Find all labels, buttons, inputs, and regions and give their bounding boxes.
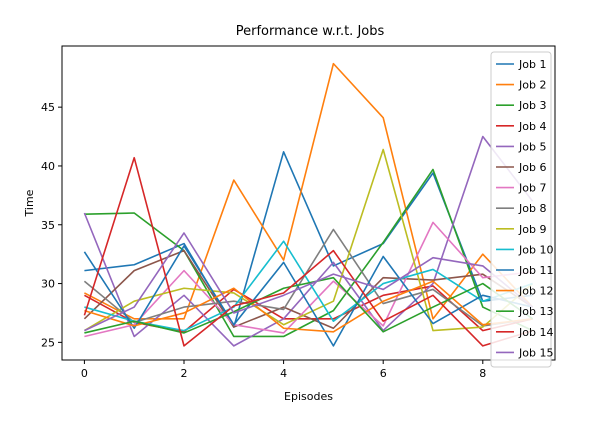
y-tick-label: 40 <box>41 160 55 173</box>
plot-lines <box>83 62 534 347</box>
legend: Job 1 Job 2 Job 3 Job 4 Job 5 Job 6 Job 7 Job 8… <box>490 51 553 368</box>
series-line-job-6 <box>83 249 534 330</box>
x-tick-label: 2 <box>181 367 188 380</box>
y-axis-label: Time <box>23 189 36 217</box>
y-tick-label: 45 <box>41 101 55 114</box>
legend-entry-label: Job 3 <box>518 99 546 112</box>
series-line-job-3 <box>84 168 533 338</box>
x-tick-label: 4 <box>280 367 287 380</box>
legend-entry-label: Job 9 <box>518 223 546 236</box>
x-axis-ticks: 0 2 4 6 8 <box>81 360 486 380</box>
y-tick-label: 30 <box>41 278 55 291</box>
legend-entry-label: Job 5 <box>518 140 546 153</box>
series-line-job-7 <box>84 221 533 338</box>
legend-entry-label: Job 1 <box>518 58 546 71</box>
x-tick-label: 6 <box>380 367 387 380</box>
legend-entry-label: Job 7 <box>518 182 546 195</box>
series-line-job-15 <box>84 232 534 332</box>
series-line-job-12 <box>84 280 533 333</box>
legend-entry-label: Job 14 <box>518 326 553 339</box>
legend-entry-label: Job 8 <box>518 202 546 215</box>
legend-entry-label: Job 11 <box>518 264 553 277</box>
series-line-job-5 <box>83 135 534 347</box>
x-tick-label: 0 <box>81 367 88 380</box>
y-axis-ticks: 25 30 35 40 45 <box>41 101 62 349</box>
y-tick-label: 35 <box>41 219 55 232</box>
x-axis-label: Episodes <box>284 390 333 403</box>
legend-entry-label: Job 15 <box>518 346 553 359</box>
legend-entry-label: Job 4 <box>518 120 546 133</box>
series-line-job-13 <box>84 276 534 334</box>
plot-frame <box>61 45 556 361</box>
legend-entry-label: Job 6 <box>518 161 546 174</box>
legend-box <box>490 51 552 368</box>
legend-entry-label: Job 13 <box>518 305 553 318</box>
y-tick-label: 25 <box>41 336 55 349</box>
series-line-job-11 <box>83 245 533 347</box>
chart-title: Performance w.r.t. Jobs <box>236 24 385 39</box>
series-line-job-9 <box>84 148 534 332</box>
series-line-job-14 <box>83 156 533 347</box>
legend-entry-label: Job 10 <box>518 243 553 256</box>
series-line-job-10 <box>84 240 533 332</box>
x-tick-label: 8 <box>479 367 486 380</box>
series-line-job-8 <box>83 228 533 327</box>
legend-entry-label: Job 12 <box>518 285 553 298</box>
legend-entry-label: Job 2 <box>518 79 546 92</box>
